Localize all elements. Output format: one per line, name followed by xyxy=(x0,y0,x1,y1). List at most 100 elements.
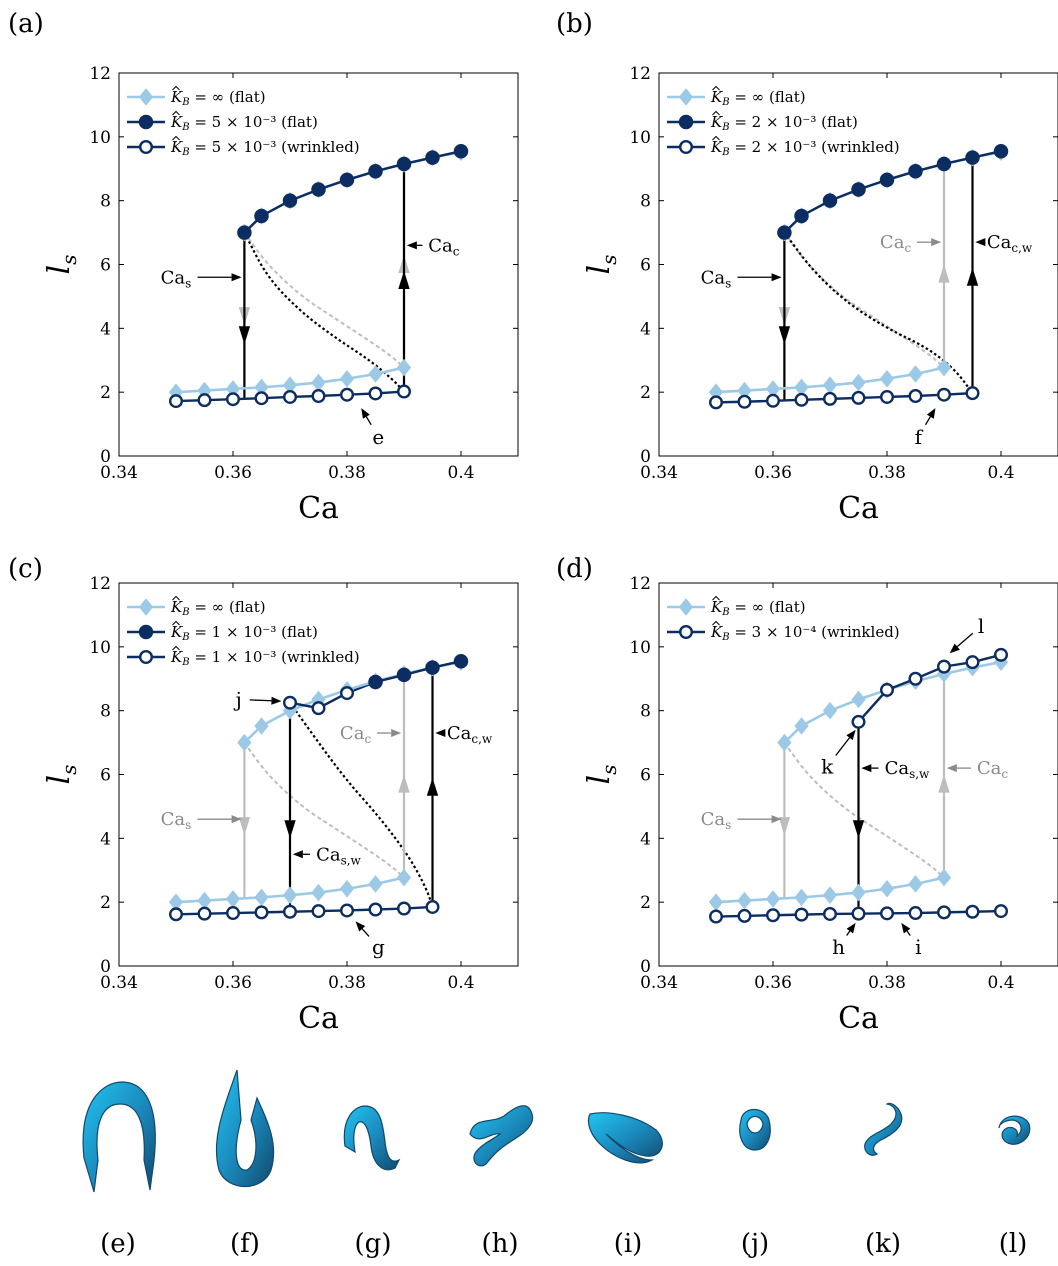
annotation: Cac xyxy=(946,758,1008,781)
annotation-symbol: Ca xyxy=(161,267,186,288)
legend-symbol: K xyxy=(710,138,723,156)
diamond-marker xyxy=(879,879,895,898)
diamond-marker xyxy=(197,891,212,910)
x-tick-label: 0.34 xyxy=(100,973,138,993)
legend-value: = ∞ (flat) xyxy=(730,598,806,616)
legend-subscript: B xyxy=(721,607,729,618)
filled-marker xyxy=(396,667,412,683)
annotation-arrow-line xyxy=(846,930,851,936)
annotation-letter: l xyxy=(978,614,984,638)
annotation-arrowhead xyxy=(355,921,366,932)
diamond-marker xyxy=(851,690,866,709)
annotation-label: Cas xyxy=(161,267,192,290)
open-marker xyxy=(340,903,355,918)
hat-accent xyxy=(172,645,180,651)
annotation-arrowhead xyxy=(271,696,282,705)
annotation-letter: e xyxy=(372,425,384,449)
panel-label: (d) xyxy=(556,554,593,584)
annotation-letter: h xyxy=(832,935,845,959)
hat-accent xyxy=(712,85,720,91)
x-tick-label: 0.36 xyxy=(214,463,252,483)
legend-symbol: K xyxy=(170,648,183,666)
unstable-branch-flat xyxy=(783,232,945,369)
legend-subscript: B xyxy=(721,122,729,133)
y-axis-title: ls xyxy=(42,765,81,785)
open-marker xyxy=(397,384,412,399)
legend-value: = 1 × 10⁻³ (wrinkled) xyxy=(190,648,360,666)
open-marker xyxy=(283,904,298,919)
annotation-label: Cac xyxy=(340,723,372,746)
transition-arrowhead xyxy=(398,270,410,289)
filled-marker xyxy=(237,225,252,240)
y-tick-label: 10 xyxy=(89,638,111,658)
y-tick-label: 2 xyxy=(100,383,111,403)
transition-arrowhead xyxy=(238,817,251,836)
legend-value: = 5 × 10⁻³ (flat) xyxy=(190,113,318,131)
annotation-label: Cac,w xyxy=(987,232,1033,255)
y-tick-label: 8 xyxy=(100,702,111,722)
annotation-arrowhead xyxy=(771,815,782,824)
open-marker xyxy=(965,904,980,919)
hat-accent xyxy=(172,135,180,141)
diamond-marker xyxy=(794,717,809,735)
legend: KB = ∞ (flat)KB = 1 × 10⁻³ (flat)KB = 1 … xyxy=(127,595,360,668)
diamond-marker xyxy=(879,369,895,388)
diamond-marker xyxy=(368,875,383,893)
open-marker xyxy=(225,392,240,407)
legend-subscript: B xyxy=(721,97,729,108)
open-marker xyxy=(311,388,326,403)
open-marker xyxy=(794,392,809,407)
filled-marker xyxy=(993,143,1009,159)
diamond-marker xyxy=(908,365,923,383)
open-marker xyxy=(737,394,752,409)
legend-value: = ∞ (flat) xyxy=(190,598,266,616)
panel-label: (c) xyxy=(8,554,43,584)
open-marker xyxy=(254,905,269,920)
open-marker xyxy=(679,625,694,640)
annotation-subscript: s,w xyxy=(341,853,362,867)
annotation-subscript: s,w xyxy=(909,767,930,781)
open-marker xyxy=(794,907,809,922)
legend-value: = 2 × 10⁻³ (flat) xyxy=(730,113,858,131)
x-tick-label: 0.4 xyxy=(987,973,1014,993)
open-marker xyxy=(138,650,153,665)
shape-body xyxy=(998,1115,1031,1145)
annotation-letter: g xyxy=(372,935,385,959)
annotation-symbol: Ca xyxy=(447,723,472,744)
legend-entry: KB = ∞ (flat) xyxy=(170,595,266,618)
diamond-marker xyxy=(822,376,838,394)
open-marker xyxy=(937,387,952,402)
y-tick-label: 12 xyxy=(89,574,111,594)
hat-accent xyxy=(712,110,720,116)
annotation-arrowhead xyxy=(406,241,417,250)
filled-marker xyxy=(396,156,412,172)
annotation: j xyxy=(234,687,282,711)
diamond-marker xyxy=(851,373,866,392)
y-tick-label: 8 xyxy=(640,192,651,212)
hat-accent xyxy=(172,620,180,626)
annotation-arrowhead xyxy=(846,922,856,934)
x-tick-label: 0.4 xyxy=(447,973,474,993)
open-marker xyxy=(709,395,724,410)
y-axis-title: ls xyxy=(42,255,81,275)
x-tick-label: 0.36 xyxy=(754,973,792,993)
open-marker xyxy=(197,906,212,921)
y-axis-title: ls xyxy=(582,765,621,785)
filled-marker xyxy=(794,208,809,224)
legend-entry: KB = ∞ (flat) xyxy=(170,85,266,108)
diamond-marker xyxy=(368,365,383,383)
shape-flat-curl xyxy=(587,1112,663,1164)
annotation-arrowhead xyxy=(292,850,303,859)
annotation-symbol: Ca xyxy=(428,235,453,256)
transition-arrowhead xyxy=(284,820,296,839)
annotation-label: Cac,w xyxy=(447,723,493,746)
y-tick-label: 4 xyxy=(640,829,651,849)
annotation: Cac xyxy=(340,723,402,746)
shape-body xyxy=(469,1105,534,1167)
legend-subscript: B xyxy=(721,147,729,158)
open-marker xyxy=(254,391,269,406)
annotation-subscript: c xyxy=(904,241,911,255)
legend-entry: KB = 1 × 10⁻³ (wrinkled) xyxy=(170,645,360,668)
